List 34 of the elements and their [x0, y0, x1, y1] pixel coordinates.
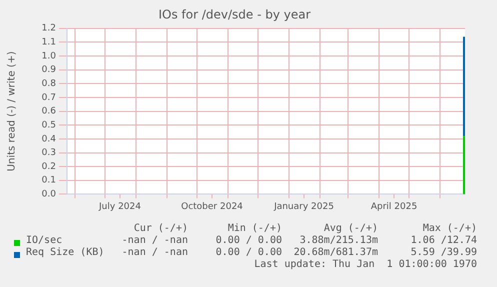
legend-label: IO/sec	[26, 235, 62, 246]
y-tick-label: 0.7	[42, 92, 56, 103]
x-tick-label: July 2024	[98, 202, 142, 212]
chart-title: IOs for /dev/sde - by year	[158, 7, 311, 22]
y-tick-label: 1.2	[42, 24, 56, 34]
y-tick-label: 1.1	[42, 38, 56, 48]
text: 0.00 / 0.00	[216, 247, 282, 258]
text: 3.88m/215.13m	[300, 235, 378, 246]
text: Max (-/+)	[422, 223, 477, 234]
text: 5.59 /39.99	[410, 247, 477, 258]
x-tick-label: April 2025	[370, 202, 418, 212]
text: Min (-/+)	[228, 223, 282, 234]
y-tick-label: 0.9	[42, 65, 56, 76]
y-tick-label: 1.0	[42, 51, 56, 62]
text: 0.00 / 0.00	[216, 235, 282, 246]
y-tick-label: 0.2	[42, 162, 56, 172]
y-axis-title: Units read (-) / write (+)	[6, 51, 18, 172]
y-tick-label: 0.3	[42, 148, 56, 158]
text: Cur (-/+)	[134, 223, 188, 234]
text: Avg (-/+)	[324, 223, 378, 234]
y-tick-label: 0.0	[42, 190, 56, 200]
x-tick-label: October 2024	[181, 202, 244, 212]
legend-label: Req Size (KB)	[26, 247, 104, 258]
y-tick-label: 0.8	[42, 79, 56, 90]
text: 20.68m/681.37m	[294, 247, 378, 258]
text: -nan / -nan	[122, 247, 188, 258]
x-tick-label: January 2025	[273, 202, 334, 212]
y-tick-label: 0.1	[42, 176, 56, 186]
text: Last update: Thu Jan 1 01:00:00 1970	[254, 259, 477, 270]
y-tick-label: 0.4	[42, 134, 56, 144]
text: -nan / -nan	[122, 235, 188, 246]
text: 1.06 /12.74	[410, 235, 477, 246]
y-tick-label: 0.6	[42, 106, 56, 117]
y-tick-label: 0.5	[42, 120, 56, 130]
